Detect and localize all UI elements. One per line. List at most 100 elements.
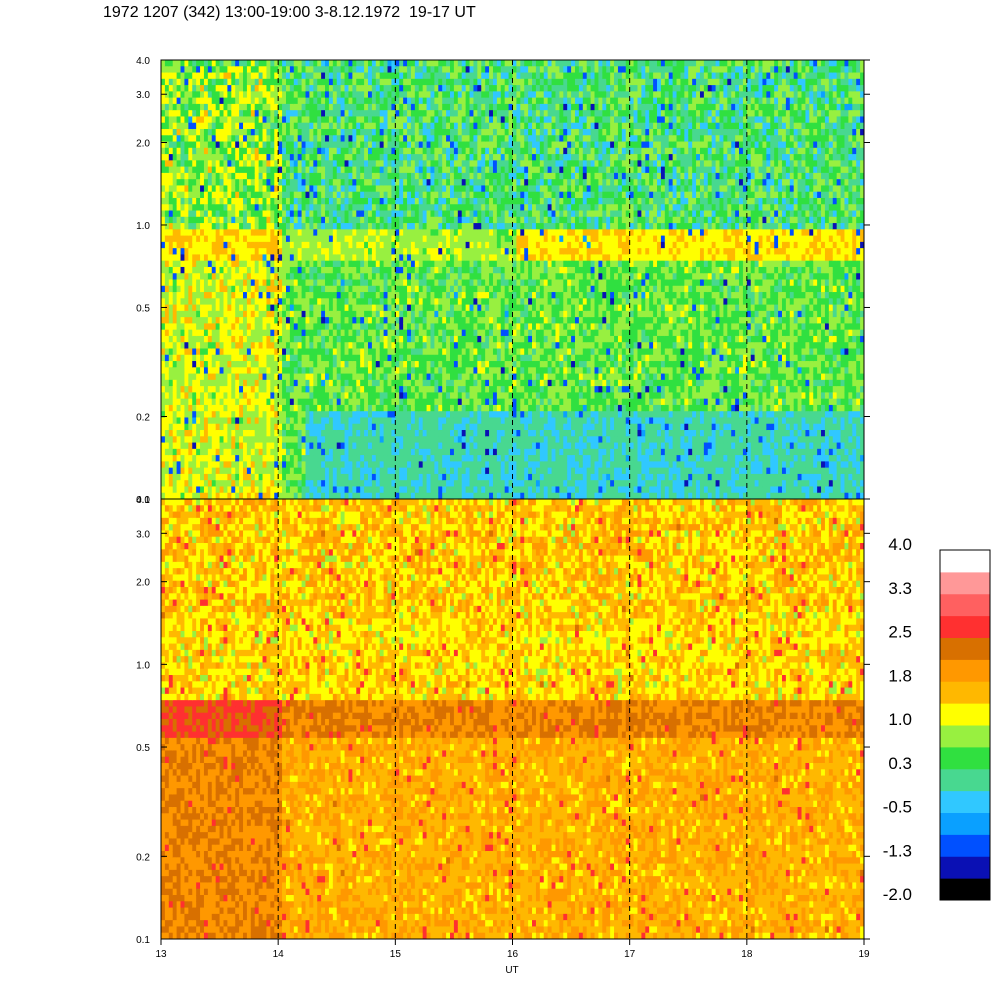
- heat-cell: [395, 128, 400, 136]
- heat-cell: [289, 304, 295, 312]
- heat-cell: [395, 122, 400, 130]
- heat-cell: [223, 166, 228, 174]
- heat-cell: [325, 204, 330, 212]
- heat-cell: [336, 292, 342, 299]
- heat-cell: [161, 423, 166, 431]
- heat-cell: [414, 216, 420, 224]
- heat-cell: [364, 235, 369, 243]
- heat-cell: [305, 373, 311, 381]
- heat-cell: [278, 329, 283, 337]
- heat-cell: [434, 166, 439, 174]
- heat-cell: [313, 404, 318, 412]
- heat-cell: [383, 461, 389, 469]
- heat-cell: [211, 172, 217, 180]
- heat-cell: [344, 342, 350, 350]
- heat-cell: [414, 317, 420, 324]
- heat-cell: [364, 310, 369, 318]
- heat-cell: [285, 442, 291, 450]
- heat-cell: [246, 392, 252, 400]
- heat-cell: [379, 191, 385, 199]
- heat-cell: [438, 197, 443, 205]
- heat-cell: [399, 492, 404, 499]
- heat-cell: [250, 266, 256, 274]
- heat-cell: [235, 480, 240, 488]
- heat-cell: [254, 411, 260, 419]
- heat-cell: [192, 348, 197, 356]
- heat-cell: [325, 66, 330, 74]
- heat-cell: [164, 116, 170, 124]
- heat-cell: [391, 72, 396, 80]
- heat-cell: [196, 398, 201, 406]
- heat-cell: [340, 398, 346, 406]
- heat-cell: [223, 455, 228, 462]
- heat-cell: [348, 486, 353, 494]
- heat-cell: [325, 386, 330, 393]
- heat-cell: [383, 85, 389, 92]
- heat-cell: [309, 135, 314, 143]
- heat-cell: [410, 241, 416, 249]
- heat-cell: [379, 323, 385, 331]
- heat-cell: [371, 404, 377, 412]
- heat-cell: [161, 172, 166, 180]
- heat-cell: [305, 473, 311, 481]
- heat-cell: [344, 442, 350, 450]
- heat-cell: [414, 135, 420, 143]
- heat-cell: [227, 417, 232, 425]
- heat-cell: [219, 310, 225, 318]
- heat-cell: [387, 404, 393, 412]
- heat-cell: [371, 279, 377, 287]
- heat-cell: [422, 486, 428, 494]
- heat-cell: [309, 116, 314, 124]
- heat-cell: [391, 354, 396, 362]
- heat-cell: [211, 411, 217, 419]
- heat-cell: [219, 179, 225, 187]
- heat-cell: [301, 116, 307, 124]
- heat-cell: [246, 467, 252, 475]
- heat-cell: [246, 448, 252, 456]
- heat-cell: [309, 467, 314, 475]
- heat-cell: [168, 273, 174, 281]
- heat-cell: [161, 248, 166, 256]
- heat-cell: [317, 248, 322, 256]
- heat-cell: [313, 373, 318, 381]
- heat-cell: [414, 342, 420, 350]
- heat-cell: [371, 78, 377, 86]
- heat-cell: [348, 386, 353, 393]
- heat-cell: [207, 241, 213, 249]
- heat-cell: [289, 185, 295, 193]
- heat-cell: [364, 78, 369, 86]
- heat-cell: [375, 266, 381, 274]
- heat-cell: [258, 398, 264, 406]
- heat-cell: [270, 141, 275, 149]
- heat-cell: [371, 204, 377, 212]
- heat-cell: [235, 317, 240, 324]
- heat-cell: [379, 185, 385, 193]
- heat-cell: [203, 204, 209, 212]
- heat-cell: [367, 229, 373, 237]
- heat-cell: [278, 448, 283, 456]
- heat-cell: [266, 248, 271, 256]
- heat-cell: [274, 448, 279, 456]
- heat-cell: [282, 386, 287, 393]
- heat-cell: [266, 292, 271, 299]
- heat-cell: [172, 66, 178, 74]
- heat-cell: [352, 442, 357, 450]
- heat-cell: [161, 417, 166, 425]
- heat-cell: [227, 423, 232, 431]
- heat-cell: [192, 298, 197, 306]
- heat-cell: [161, 480, 166, 488]
- heat-cell: [180, 122, 186, 130]
- heat-cell: [317, 486, 322, 494]
- heat-cell: [254, 103, 260, 111]
- heat-cell: [207, 135, 213, 143]
- heat-cell: [250, 298, 256, 306]
- heat-cell: [211, 467, 217, 475]
- heat-cell: [258, 310, 264, 318]
- heat-cell: [410, 404, 416, 412]
- heat-cell: [200, 216, 205, 224]
- heat-cell: [297, 436, 303, 444]
- heat-cell: [434, 135, 439, 143]
- heat-cell: [262, 72, 268, 80]
- heat-cell: [266, 235, 271, 243]
- heat-cell: [336, 379, 342, 387]
